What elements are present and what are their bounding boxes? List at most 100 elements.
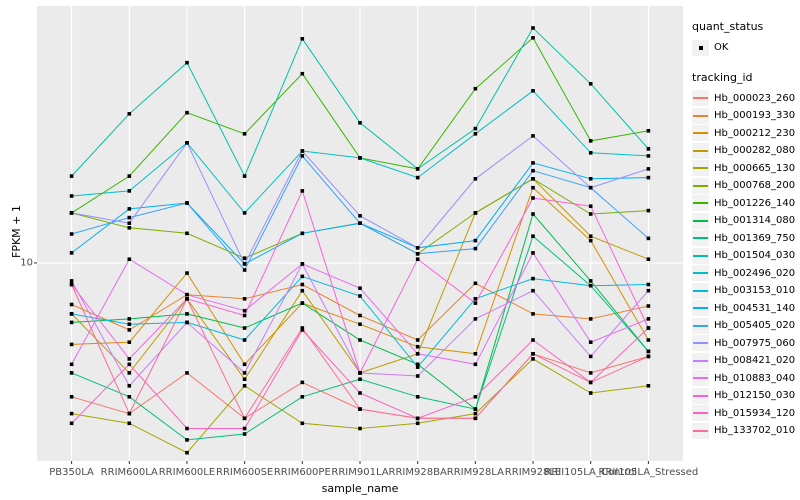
data-point <box>300 154 305 158</box>
data-point <box>300 149 305 153</box>
data-point <box>473 86 478 91</box>
data-point <box>127 371 132 375</box>
data-point <box>127 328 132 332</box>
data-point <box>531 26 535 30</box>
series-line-swatch-icon <box>692 387 709 404</box>
data-point <box>473 211 478 215</box>
data-point <box>531 212 535 216</box>
data-point <box>69 302 74 307</box>
data-point <box>358 391 362 395</box>
data-point <box>185 110 189 115</box>
series-line-swatch-icon <box>692 265 709 282</box>
data-point <box>358 156 362 160</box>
data-point <box>69 194 74 198</box>
data-point <box>588 204 593 208</box>
data-point <box>69 395 74 399</box>
series-line-swatch-icon <box>692 422 709 439</box>
data-point <box>127 322 132 326</box>
data-point <box>127 215 132 220</box>
data-point <box>473 317 478 321</box>
series-line-swatch-icon <box>692 247 709 264</box>
data-point <box>127 174 132 178</box>
x-tick-label-RRIM901LA: RRIM901LA <box>331 467 389 478</box>
series-line-swatch-icon <box>692 230 709 247</box>
data-point <box>588 212 593 216</box>
data-point <box>646 167 651 171</box>
series-line-swatch-icon <box>692 195 709 212</box>
data-point <box>300 301 305 305</box>
legend-item-label: Hb_001314_080 <box>714 215 796 227</box>
data-point <box>415 365 420 369</box>
data-point <box>588 238 593 243</box>
data-point <box>588 340 593 344</box>
data-point <box>127 384 132 388</box>
legend-item-Hb_008421_020: Hb_008421_020 <box>692 352 798 370</box>
data-point <box>588 151 593 155</box>
legend-item-Hb_007975_060: Hb_007975_060 <box>692 335 798 353</box>
x-tick-label-RRIM928BA: RRIM928BA <box>388 467 447 478</box>
legend-item-label: Hb_008421_020 <box>714 355 796 367</box>
data-point <box>185 271 189 275</box>
data-point <box>242 313 247 318</box>
data-point <box>415 338 420 342</box>
data-point <box>531 276 535 281</box>
data-point <box>473 297 478 301</box>
data-point <box>588 354 593 359</box>
data-point <box>242 297 247 301</box>
x-axis-title: sample_name <box>321 482 399 495</box>
data-point <box>531 338 535 342</box>
data-point <box>242 211 247 215</box>
legend-item-Hb_001369_750: Hb_001369_750 <box>692 230 798 248</box>
legend-item-label: Hb_010883_040 <box>714 372 796 384</box>
y-axis-title: FPKM + 1 <box>10 205 23 258</box>
data-point <box>588 82 593 86</box>
series-line-swatch-icon <box>692 370 709 387</box>
data-point <box>185 201 189 205</box>
x-tick-label-RRIM600PE: RRIM600PE <box>273 467 331 478</box>
legend-item-label: Hb_000665_130 <box>714 162 796 174</box>
data-point <box>242 384 247 388</box>
data-point <box>473 362 478 367</box>
data-point <box>358 214 362 218</box>
data-point <box>646 208 651 213</box>
data-point <box>531 288 535 293</box>
data-point <box>646 349 651 354</box>
data-point <box>127 340 132 344</box>
data-point <box>242 174 247 178</box>
data-point <box>358 313 362 318</box>
data-point <box>242 256 247 260</box>
data-point <box>127 257 132 261</box>
legend-item-label: Hb_012150_030 <box>714 390 796 402</box>
data-point <box>185 426 189 431</box>
data-point <box>531 357 535 361</box>
data-point <box>185 60 189 65</box>
data-point <box>588 177 593 181</box>
legend-tracking-items: Hb_000023_260 Hb_000193_330 Hb_000212_230 H… <box>692 90 798 440</box>
data-point <box>358 286 362 290</box>
data-point <box>242 262 247 266</box>
data-point <box>531 185 535 190</box>
legend-tracking-id: tracking_id Hb_000023_260 Hb_000193_330 Hb… <box>692 71 798 440</box>
data-point <box>531 352 535 356</box>
data-point <box>358 426 362 431</box>
legend-item-label: Hb_001369_750 <box>714 232 796 244</box>
data-point <box>588 139 593 143</box>
data-point <box>473 246 478 251</box>
data-point <box>588 380 593 385</box>
data-point <box>69 312 74 316</box>
legend-item-Hb_000768_200: Hb_000768_200 <box>692 177 798 195</box>
data-point <box>646 326 651 330</box>
data-point <box>473 352 478 356</box>
data-point <box>473 238 478 243</box>
data-point <box>127 226 132 230</box>
data-point <box>127 421 132 426</box>
data-point <box>300 380 305 385</box>
data-point <box>531 196 535 200</box>
data-point <box>358 377 362 381</box>
data-point <box>69 342 74 347</box>
x-tick-label-RRIM600SE: RRIM600SE <box>216 467 274 478</box>
legend: quant_status OK tracking_id Hb_000023_26… <box>692 20 798 454</box>
data-point <box>415 246 420 250</box>
data-point <box>300 288 305 293</box>
x-tick-label-RRII105LA_Stressed: RRII105LA_Stressed <box>598 467 699 478</box>
